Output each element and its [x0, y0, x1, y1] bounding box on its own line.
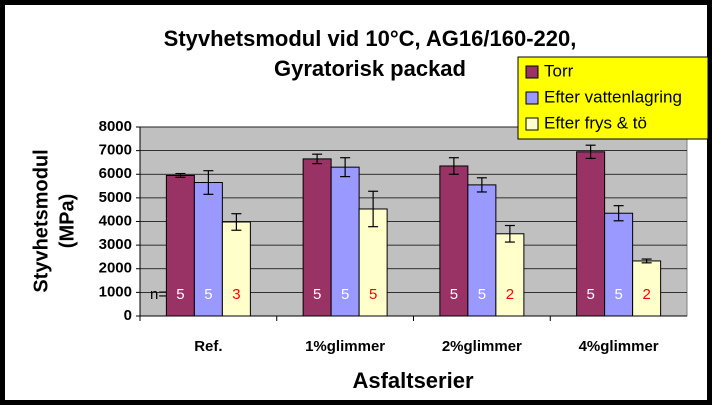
bar [221, 221, 251, 317]
x-tick-label: 2%glimmer [442, 338, 522, 355]
y-tick-label: 3000 [99, 236, 132, 253]
y-tick-label: 7000 [99, 142, 132, 159]
legend-swatch [525, 91, 539, 105]
legend-label: Efter frys & tö [544, 113, 647, 132]
error-bar [312, 153, 323, 165]
y-tick-label: 1000 [99, 283, 132, 300]
sample-size: 5 [204, 286, 212, 303]
bar [604, 212, 634, 317]
y-tick-label: 4000 [99, 212, 132, 229]
error-bar [231, 213, 242, 231]
y-tick-label: 0 [124, 307, 132, 324]
error-bar [613, 205, 624, 222]
y-tick-label: 8000 [99, 118, 132, 135]
sample-size: 5 [614, 286, 622, 303]
sample-size: 5 [176, 286, 184, 303]
sample-size: 3 [232, 286, 240, 303]
chart-title: Styvhetsmodul vid 10°C, AG16/160-220, [164, 26, 577, 51]
n-label: n= [150, 286, 167, 303]
sample-size: 5 [313, 286, 321, 303]
x-tick-label: 1%glimmer [305, 338, 385, 355]
sample-size: 5 [341, 286, 349, 303]
sample-size: 2 [506, 286, 514, 303]
bar [632, 260, 662, 317]
x-axis-label: Asfaltserier [352, 368, 474, 393]
error-bar [504, 224, 515, 243]
error-bar [585, 144, 596, 160]
y-tick-label: 5000 [99, 189, 132, 206]
sample-size: 5 [586, 286, 594, 303]
bar [439, 165, 469, 317]
y-tick-label: 2000 [99, 260, 132, 277]
sample-size: 5 [478, 286, 486, 303]
sample-size: 2 [642, 286, 650, 303]
bar [495, 233, 525, 317]
error-bar [641, 258, 652, 264]
y-axis-label-line: Styvhetsmodul [30, 149, 52, 292]
x-tick-label: Ref. [194, 338, 222, 355]
legend-label: Efter vattenlagring [544, 87, 682, 106]
bar [467, 184, 497, 317]
error-bar [448, 157, 459, 175]
chart-title: Gyratorisk packad [274, 56, 466, 81]
sample-size: 5 [450, 286, 458, 303]
legend-label: Torr [544, 61, 574, 80]
sample-size: 5 [369, 286, 377, 303]
error-bar [340, 157, 351, 178]
legend-swatch [525, 117, 539, 131]
x-tick-label: 4%glimmer [579, 338, 659, 355]
error-bar [203, 170, 214, 195]
error-bar [175, 172, 186, 178]
error-bar [476, 177, 487, 193]
error-bar [368, 190, 379, 228]
legend-swatch [525, 65, 539, 79]
legend-box [517, 56, 709, 140]
y-tick-label: 6000 [99, 165, 132, 182]
y-axis-label-line: (MPa) [56, 194, 78, 248]
y-axis-label: Styvhetsmodul (MPa) [30, 149, 78, 292]
